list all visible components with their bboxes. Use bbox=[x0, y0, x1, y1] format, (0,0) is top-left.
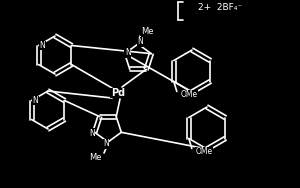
Text: N: N bbox=[137, 37, 143, 46]
Text: Me: Me bbox=[89, 152, 101, 161]
Text: OMe: OMe bbox=[195, 147, 212, 156]
Text: N: N bbox=[103, 139, 109, 149]
Text: N: N bbox=[40, 41, 45, 50]
Text: N: N bbox=[125, 48, 130, 57]
Text: Me: Me bbox=[141, 27, 153, 36]
Text: Pd: Pd bbox=[111, 88, 125, 98]
Text: N: N bbox=[89, 129, 94, 138]
Text: N: N bbox=[33, 96, 38, 105]
Text: OMe: OMe bbox=[180, 90, 197, 99]
Text: 2+  2BF₄⁻: 2+ 2BF₄⁻ bbox=[198, 4, 242, 12]
